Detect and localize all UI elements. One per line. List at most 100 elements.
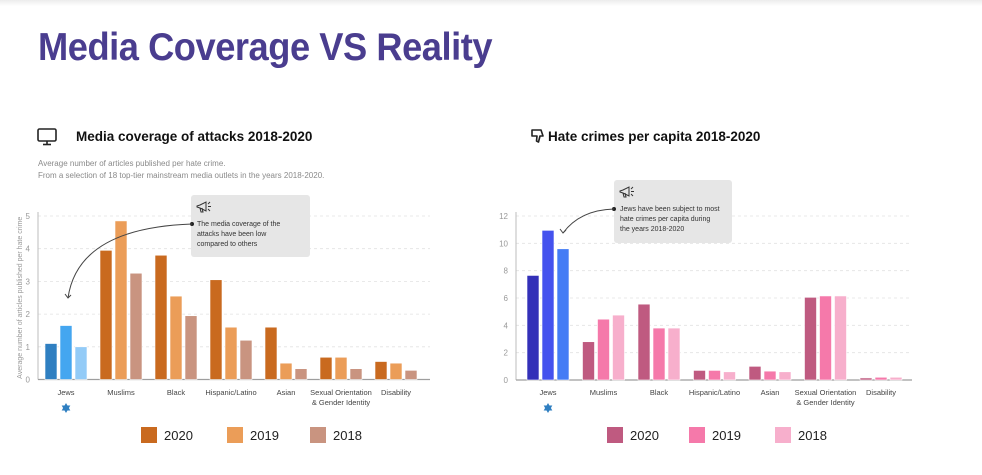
bar-2018[interactable] [74, 346, 88, 380]
x-tick-label: Black [650, 388, 669, 397]
x-tick-label: Asian [761, 388, 780, 397]
x-tick-label: Disability [866, 388, 896, 397]
legend-item-2018[interactable]: 2018 [775, 427, 827, 443]
chart-subtitle-line: From a selection of 18 top-tier mainstre… [38, 171, 324, 180]
legend-item-2019[interactable]: 2019 [689, 427, 741, 443]
x-tick-label: Muslims [590, 388, 618, 397]
bar-2019[interactable] [334, 356, 348, 380]
thumbs-down-icon [531, 129, 544, 143]
legend-label: 2018 [798, 428, 827, 443]
bar-2020[interactable] [44, 343, 58, 380]
chart-subtitle-line: Average number of articles published per… [38, 159, 226, 168]
bar-2018[interactable] [778, 371, 792, 381]
bar-2020[interactable] [637, 303, 651, 381]
bar-2020[interactable] [264, 326, 278, 380]
annotation-text: hate crimes per capita during [620, 216, 710, 223]
megaphone-waves [630, 186, 634, 197]
legend-item-2018[interactable]: 2018 [310, 427, 362, 443]
legend-item-2020[interactable]: 2020 [607, 427, 659, 443]
chart-title: Media coverage of attacks 2018-2020 [76, 129, 312, 144]
megaphone-body [196, 201, 207, 213]
bar-2019[interactable] [708, 370, 721, 381]
annotation-text: compared to others [197, 241, 258, 248]
bar-2019[interactable] [874, 376, 888, 381]
y-tick-label: 6 [504, 294, 509, 303]
bar-2019[interactable] [652, 327, 666, 381]
annotation-callout: The media coverage of the attacks have be… [64, 195, 310, 299]
megaphone-body [619, 186, 630, 198]
bar-2020[interactable] [374, 361, 388, 380]
x-tick-label: Jews [539, 388, 556, 397]
star-triangle-down [61, 405, 71, 413]
megaphone-waves [207, 201, 211, 212]
star-of-david-icon [61, 403, 71, 413]
x-tick-label: Black [167, 388, 186, 397]
bar-2020[interactable] [693, 370, 706, 381]
annotation-text: The media coverage of the [197, 221, 280, 228]
bar-2018[interactable] [349, 368, 363, 380]
legend-item-2020[interactable]: 2020 [141, 427, 193, 443]
monitor-screen [37, 128, 57, 142]
bar-2020[interactable] [582, 341, 595, 381]
bar-2019[interactable] [597, 318, 610, 381]
bar-2020[interactable] [99, 250, 113, 380]
y-tick-label: 0 [26, 376, 31, 385]
legend-swatch [227, 427, 243, 443]
x-tick-label: Hispanic/Latino [205, 388, 256, 397]
annotation-box [614, 180, 732, 243]
annotation-text: attacks have been low [197, 231, 267, 238]
monitor-icon [37, 128, 57, 146]
annotation-arrow [67, 223, 193, 299]
legend-swatch [141, 427, 157, 443]
bar-2018[interactable] [612, 314, 625, 381]
bar-2019[interactable] [541, 230, 555, 381]
x-tick-label: Sexual Orientation [310, 388, 372, 397]
legend-swatch [310, 427, 326, 443]
bar-2018[interactable] [556, 248, 570, 381]
bar-2020[interactable] [154, 254, 168, 380]
legend-swatch [775, 427, 791, 443]
bar-2020[interactable] [748, 366, 762, 381]
y-tick-label: 12 [499, 212, 508, 221]
bar-2020[interactable] [859, 377, 873, 381]
bar-2019[interactable] [224, 326, 238, 380]
chart-1: Media coverage of attacks 2018-2020 Avera… [17, 128, 430, 443]
star-triangle-down [543, 405, 553, 413]
bar-2018[interactable] [889, 376, 903, 381]
bar-2018[interactable] [404, 370, 418, 380]
bar-2019[interactable] [763, 370, 777, 381]
y-axis-label: Average number of articles published per… [17, 217, 24, 379]
bar-2018[interactable] [834, 295, 847, 381]
chart-2: Hate crimes per capita 2018-2020 0 2 4 6 8 10 1… [499, 129, 912, 443]
bar-2018[interactable] [184, 315, 198, 380]
x-tick-label: Disability [381, 388, 411, 397]
bar-2019[interactable] [389, 362, 403, 380]
bar-2018[interactable] [129, 272, 143, 380]
legend-label: 2020 [630, 428, 659, 443]
bar-2019[interactable] [114, 220, 128, 380]
x-tick-label: Hispanic/Latino [689, 388, 740, 397]
bar-2019[interactable] [169, 295, 183, 380]
y-tick-label: 8 [504, 267, 509, 276]
x-tick-label: Jews [57, 388, 74, 397]
star-of-david-icon [543, 403, 553, 413]
bar-2019[interactable] [59, 325, 73, 380]
bar-2020[interactable] [209, 279, 223, 380]
bar-2020[interactable] [804, 297, 817, 381]
y-tick-label: 5 [26, 212, 31, 221]
y-tick-label: 10 [499, 239, 508, 248]
legend-swatch [607, 427, 623, 443]
bar-2018[interactable] [239, 339, 253, 380]
bar-2019[interactable] [279, 362, 293, 380]
bar-2018[interactable] [723, 371, 736, 381]
x-tick-label: Asian [277, 388, 296, 397]
bar-2019[interactable] [819, 295, 832, 381]
legend-item-2019[interactable]: 2019 [227, 427, 279, 443]
x-tick-label: & Gender Identity [312, 398, 371, 407]
y-tick-label: 2 [504, 349, 509, 358]
bar-2020[interactable] [319, 356, 333, 380]
bar-2018[interactable] [667, 327, 681, 381]
bar-2018[interactable] [294, 368, 308, 380]
bar-2020[interactable] [526, 275, 540, 381]
